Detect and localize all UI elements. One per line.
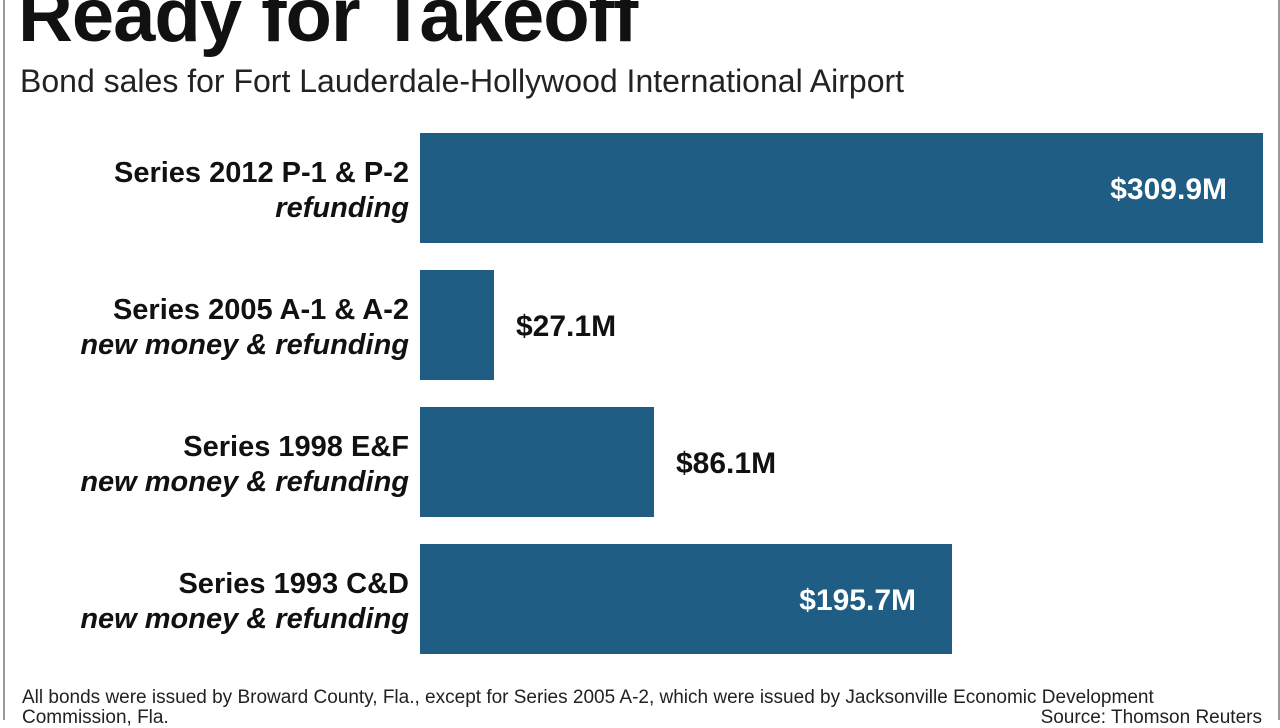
category-label: Series 1998 E&F bbox=[183, 431, 409, 463]
frame-border-left bbox=[3, 0, 5, 720]
frame-border-right bbox=[1278, 0, 1280, 720]
category-label: Series 2005 A-1 & A-2 bbox=[113, 294, 409, 326]
category-sublabel: new money & refunding bbox=[80, 466, 409, 498]
bar bbox=[420, 133, 1263, 243]
category-sublabel: new money & refunding bbox=[80, 603, 409, 635]
category-label: Series 1993 C&D bbox=[178, 568, 409, 600]
value-label: $195.7M bbox=[799, 584, 916, 617]
bar bbox=[420, 544, 952, 654]
category-label: Series 2012 P-1 & P-2 bbox=[114, 157, 409, 189]
value-label: $27.1M bbox=[516, 310, 616, 343]
category-sublabel: refunding bbox=[275, 192, 409, 224]
chart-title: Ready for Takeoff bbox=[18, 0, 638, 58]
source-note: Source: Thomson Reuters bbox=[1040, 707, 1262, 728]
bar bbox=[420, 407, 654, 517]
category-sublabel: new money & refunding bbox=[80, 329, 409, 361]
bar bbox=[420, 270, 494, 380]
value-label: $86.1M bbox=[676, 447, 776, 480]
value-label: $309.9M bbox=[1110, 173, 1227, 206]
chart-subtitle: Bond sales for Fort Lauderdale-Hollywood… bbox=[20, 63, 905, 99]
